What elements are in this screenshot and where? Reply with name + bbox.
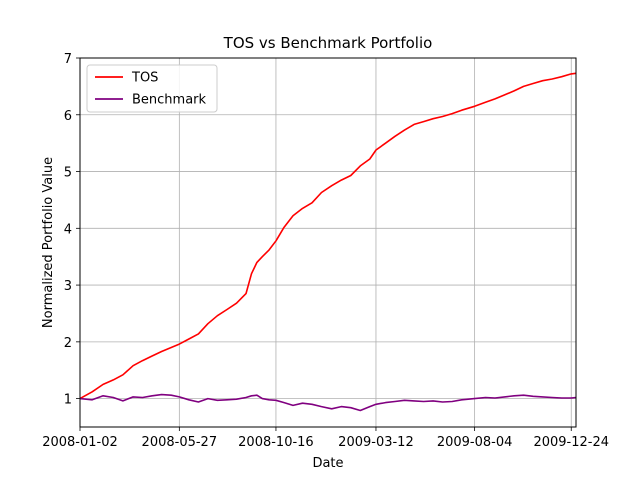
x-tick-label: 2008-05-27 [142,435,218,450]
y-tick-label: 2 [64,336,72,351]
y-tick-label: 1 [64,393,72,408]
legend-label: Benchmark [132,93,207,108]
y-tick-label: 6 [64,109,72,124]
x-tick-label: 2008-10-16 [238,435,314,450]
y-axis-label: Normalized Portfolio Value [41,157,56,328]
series-line-tos [79,72,577,400]
legend-label: TOS [131,71,158,86]
legend: TOS Benchmark [86,64,218,113]
plot-frame [79,57,577,428]
y-tick-label: 7 [64,52,72,67]
ticks: 2008-01-02 2008-05-27 2008-10-16 2009-03-12… [42,52,609,450]
x-tick-label: 2008-01-02 [42,435,118,450]
x-tick-label: 2009-08-04 [437,435,513,450]
y-tick-label: 3 [64,279,72,294]
x-tick-label: 2009-12-24 [533,435,609,450]
y-tick-label: 4 [64,222,72,237]
chart-title: TOS vs Benchmark Portfolio [223,34,433,52]
x-tick-label: 2009-03-12 [338,435,414,450]
grid [79,57,576,427]
y-tick-label: 5 [64,166,72,181]
series-line-benchmark [79,393,577,412]
series-lines [79,72,577,412]
x-axis-label: Date [312,456,343,471]
